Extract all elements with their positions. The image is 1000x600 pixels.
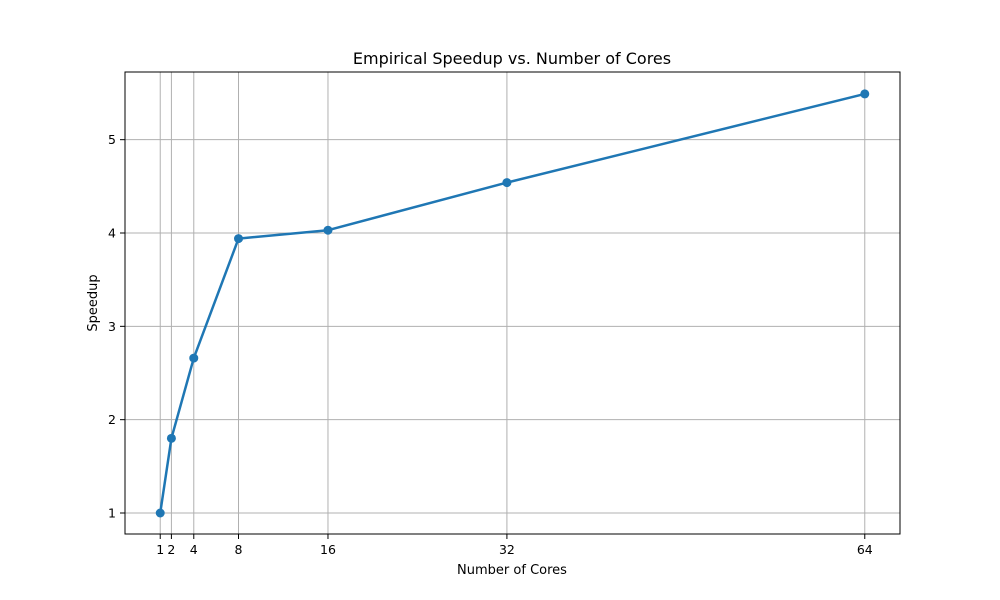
x-axis-label: Number of Cores bbox=[457, 563, 567, 578]
x-tick-label: 64 bbox=[857, 542, 873, 557]
data-point bbox=[234, 234, 244, 244]
data-point bbox=[323, 225, 333, 235]
x-tick-label: 16 bbox=[320, 542, 336, 557]
data-point bbox=[155, 508, 165, 518]
chart-title: Empirical Speedup vs. Number of Cores bbox=[353, 49, 671, 68]
data-point bbox=[502, 178, 512, 188]
y-tick-label: 3 bbox=[108, 319, 116, 334]
x-tick-label: 2 bbox=[167, 542, 175, 557]
data-point bbox=[189, 353, 199, 363]
y-axis-label: Speedup bbox=[86, 274, 101, 331]
x-tick-label: 4 bbox=[190, 542, 198, 557]
y-tick-label: 2 bbox=[108, 412, 116, 427]
y-tick-label: 1 bbox=[108, 506, 116, 521]
series-layer bbox=[155, 89, 870, 518]
plot-frame bbox=[124, 71, 901, 535]
data-point bbox=[166, 433, 176, 443]
y-tick-label: 4 bbox=[108, 226, 116, 241]
series-line bbox=[158, 92, 866, 514]
data-point bbox=[860, 89, 870, 99]
x-tick-label: 32 bbox=[499, 542, 515, 557]
x-tick-label: 8 bbox=[235, 542, 243, 557]
grid-layer bbox=[125, 72, 900, 534]
y-tick-label: 5 bbox=[108, 132, 116, 147]
x-tick-label: 1 bbox=[156, 542, 164, 557]
